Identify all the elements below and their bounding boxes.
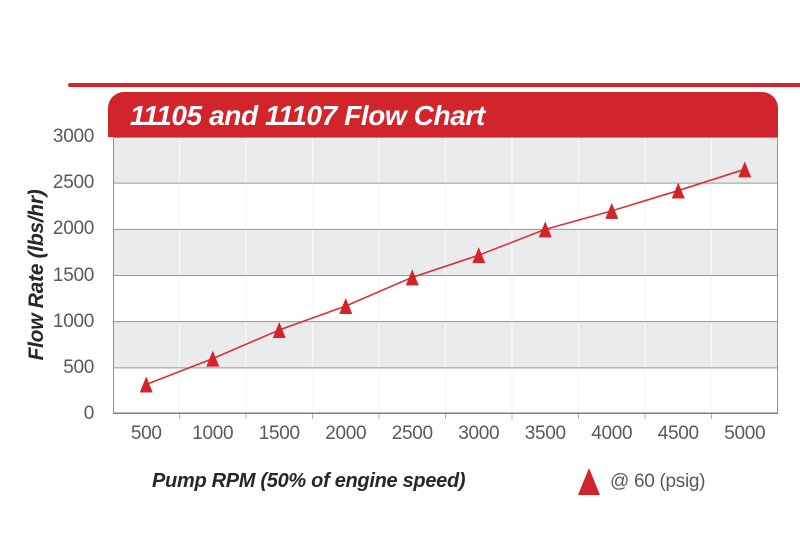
y-tick-label: 0 bbox=[83, 403, 95, 424]
data-point-marker bbox=[738, 161, 752, 178]
y-tick-label: 1000 bbox=[52, 310, 94, 332]
x-tick-label: 500 bbox=[130, 423, 162, 444]
y-tick-labels: 0 500 1000 1500 2000 2500 3000 bbox=[28, 127, 94, 424]
y-tick-label: 3000 bbox=[52, 126, 94, 147]
top-red-rule bbox=[68, 83, 800, 87]
legend-label: @ 60 (psig) bbox=[610, 470, 706, 492]
data-point-marker bbox=[472, 247, 486, 264]
plot-area bbox=[113, 137, 778, 421]
data-point-marker bbox=[538, 221, 552, 238]
y-tick-label: 2500 bbox=[52, 172, 94, 194]
x-tick-label: 2000 bbox=[325, 423, 367, 444]
data-point-marker bbox=[272, 321, 286, 338]
x-tick-label: 4500 bbox=[657, 423, 699, 444]
y-tick-label: 500 bbox=[63, 356, 94, 378]
y-tick-label: 2000 bbox=[52, 218, 94, 240]
x-tick-label: 2500 bbox=[391, 423, 433, 444]
data-point-marker bbox=[405, 269, 419, 286]
x-tick-label: 4000 bbox=[591, 423, 633, 444]
x-tick-label: 3000 bbox=[458, 423, 500, 444]
x-tick-label: 1000 bbox=[192, 423, 234, 444]
legend: @ 60 (psig) bbox=[578, 468, 706, 495]
data-point-marker bbox=[605, 202, 619, 219]
data-point-marker bbox=[139, 376, 153, 393]
data-point-marker bbox=[339, 297, 353, 314]
data-point-marker bbox=[206, 350, 220, 367]
plot-svg bbox=[113, 137, 778, 419]
triangle-up-icon bbox=[578, 468, 600, 495]
x-tick-label: 5000 bbox=[724, 423, 766, 444]
x-tick-label: 3500 bbox=[524, 423, 566, 444]
x-axis-title: Pump RPM (50% of engine speed) bbox=[152, 470, 466, 492]
y-tick-label: 1500 bbox=[52, 264, 94, 286]
chart-title: 11105 and 11107 Flow Chart bbox=[130, 100, 485, 131]
data-point-marker bbox=[671, 182, 685, 199]
x-tick-label: 1500 bbox=[258, 423, 300, 444]
x-tick-labels: 500 1000 1500 2000 2500 3000 3500 4000 4500 5000 bbox=[113, 424, 778, 446]
chart-header-banner: 11105 and 11107 Flow Chart bbox=[108, 92, 778, 137]
